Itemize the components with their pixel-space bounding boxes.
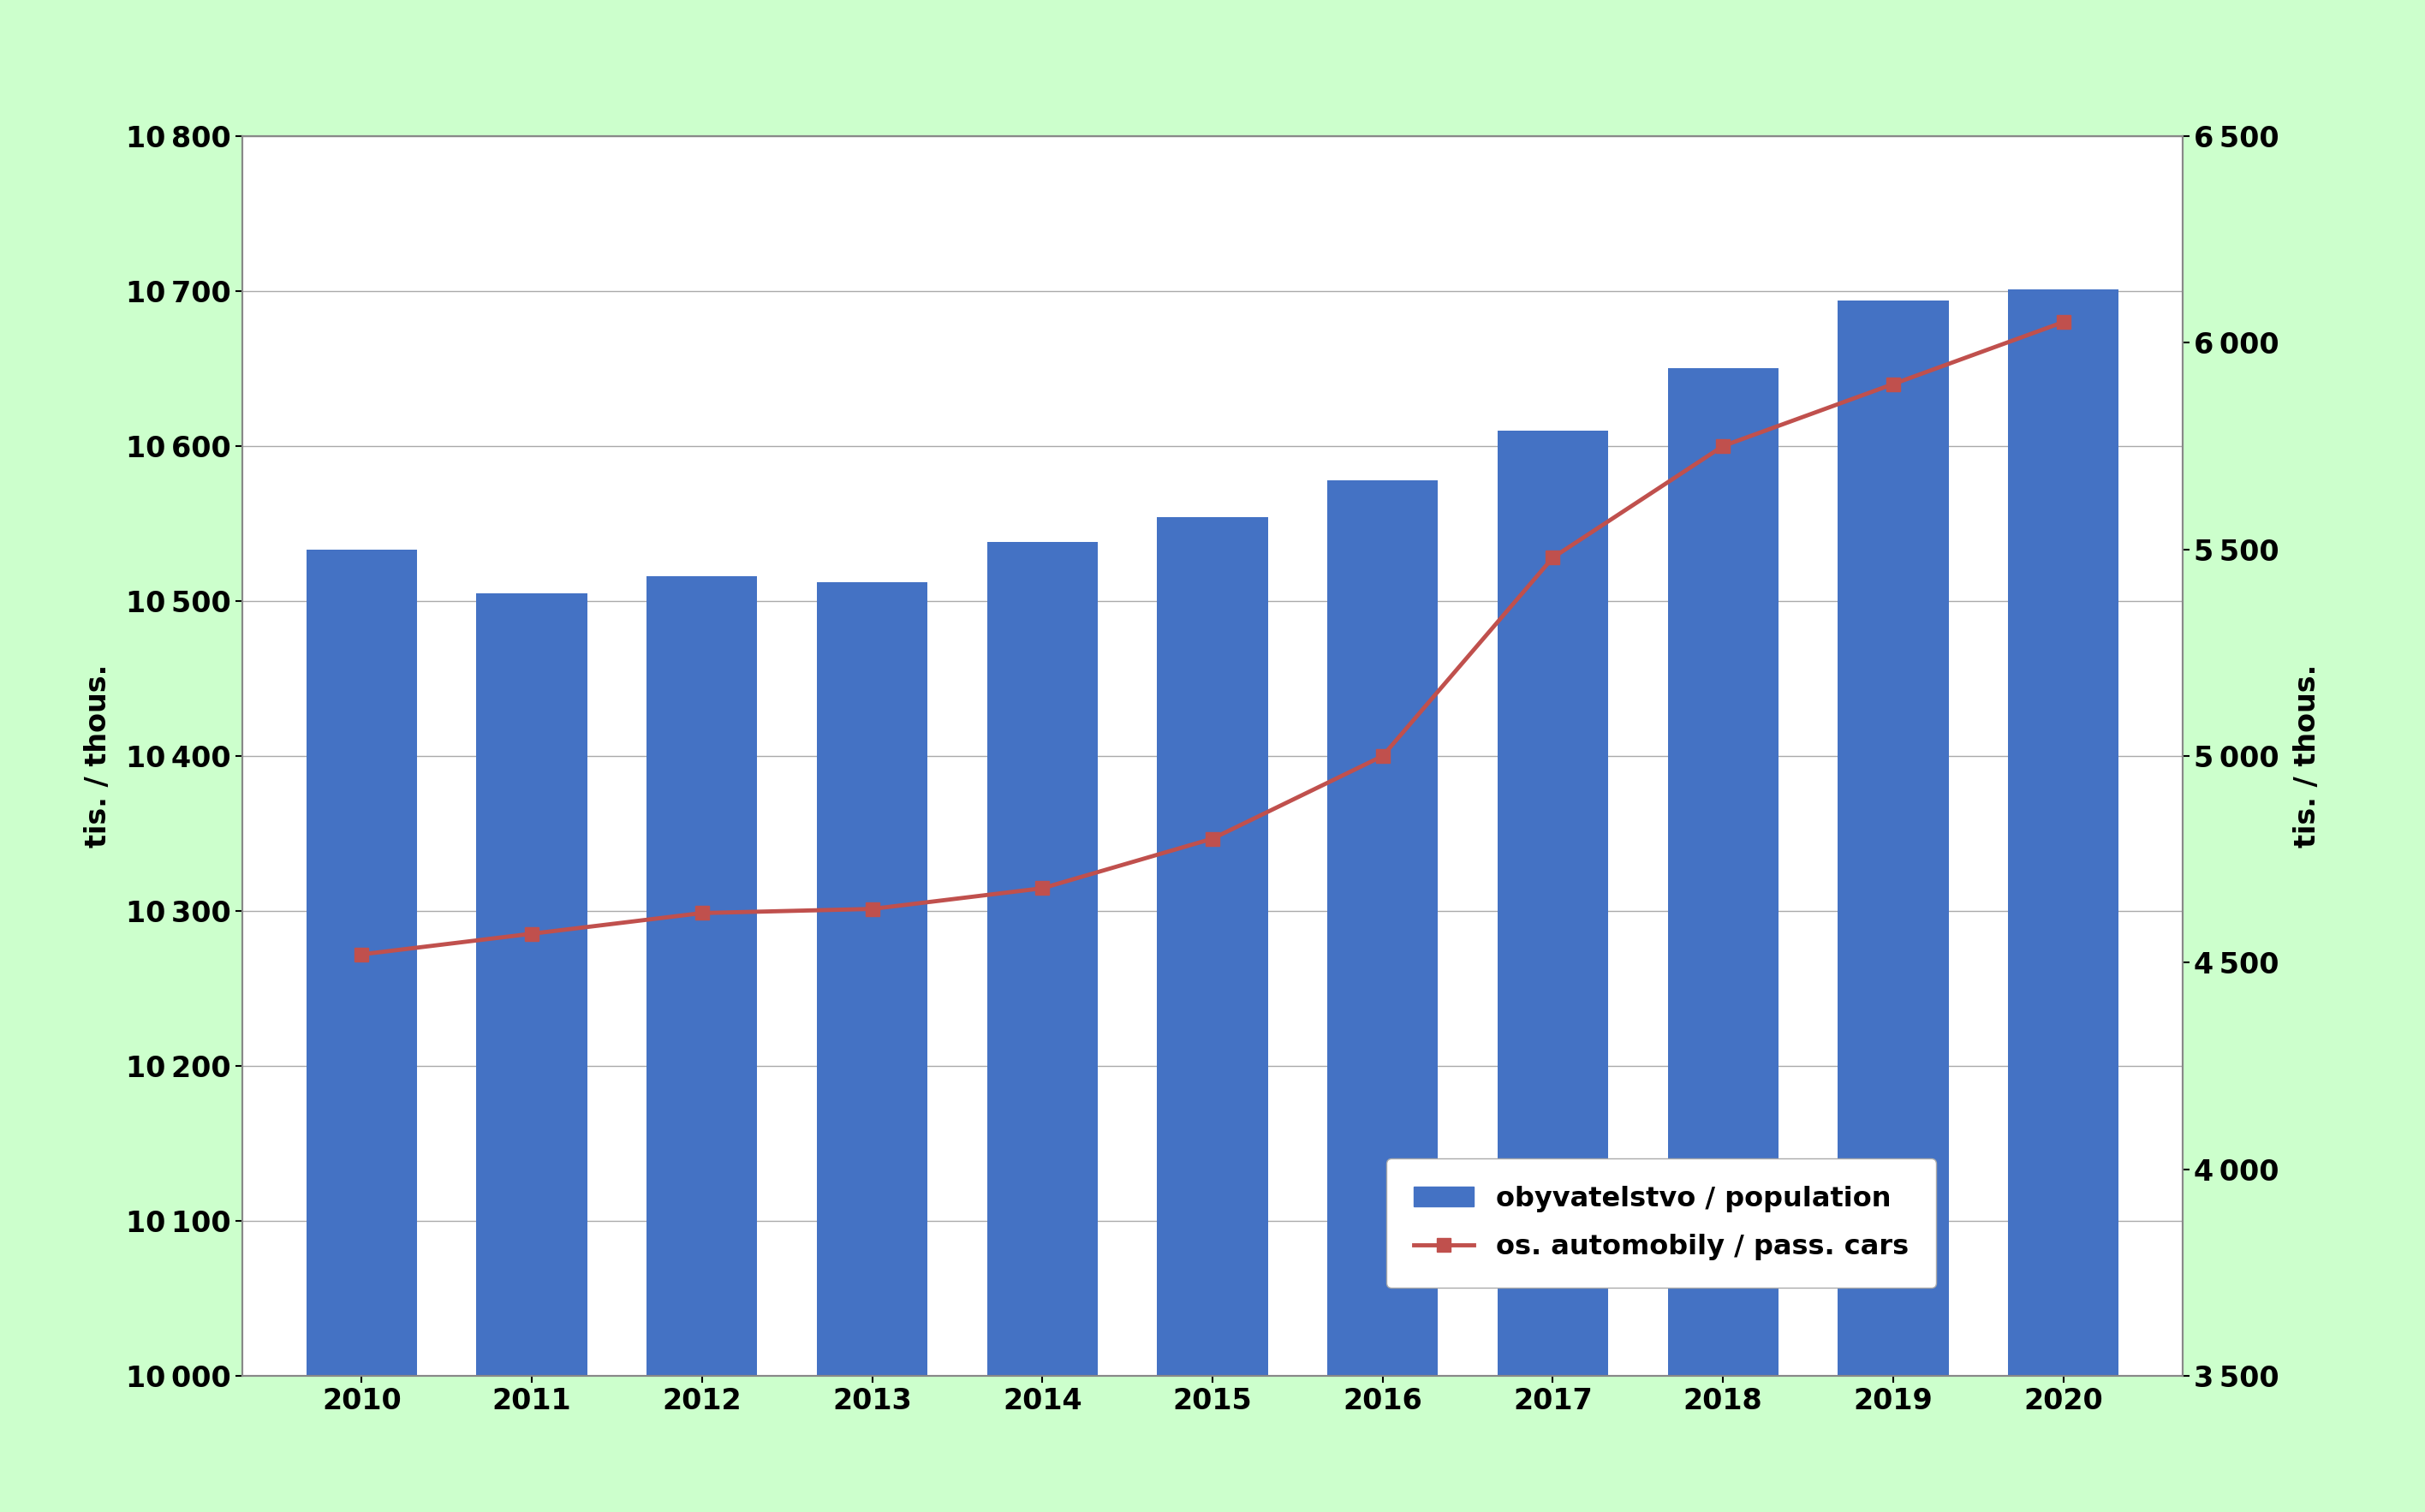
Bar xyxy=(1157,517,1268,1376)
Y-axis label: tis. / thous.: tis. / thous. xyxy=(82,664,112,848)
Bar xyxy=(306,550,417,1376)
Bar xyxy=(2008,289,2119,1376)
Bar xyxy=(1668,369,1778,1376)
Bar xyxy=(1499,431,1608,1376)
Bar xyxy=(987,543,1099,1376)
Bar xyxy=(475,593,587,1376)
Bar xyxy=(1326,481,1438,1376)
Legend: obyvatelstvo / population, os. automobily / pass. cars: obyvatelstvo / population, os. automobil… xyxy=(1387,1158,1935,1288)
Bar xyxy=(1838,301,1950,1376)
Y-axis label: tis. / thous.: tis. / thous. xyxy=(2294,664,2321,848)
Bar xyxy=(647,576,757,1376)
Bar xyxy=(817,582,926,1376)
